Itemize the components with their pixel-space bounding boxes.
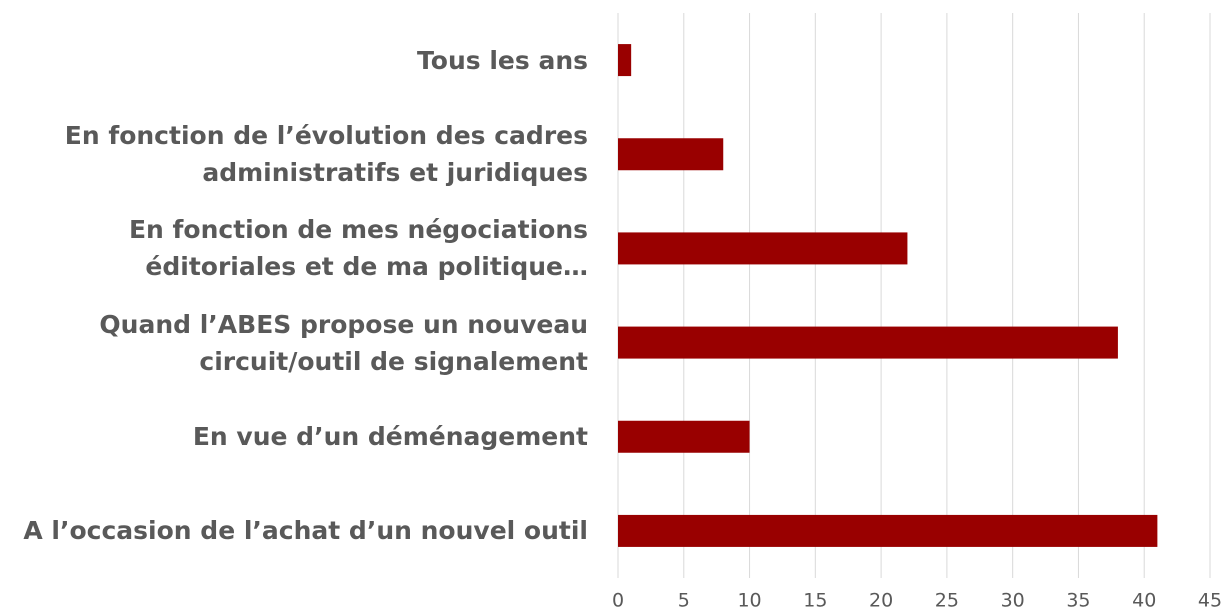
x-tick-label: 35 [1066, 590, 1090, 610]
x-tick-label: 0 [612, 590, 624, 610]
bar [618, 44, 632, 77]
y-tick-label: En fonction de mes négociations éditoria… [128, 215, 588, 282]
y-tick-label: En vue d’un déménagement [192, 422, 588, 452]
x-tick-label: 25 [935, 590, 959, 610]
bar [618, 232, 908, 265]
bar [618, 420, 750, 453]
x-tick-label: 15 [803, 590, 827, 610]
y-tick-label: Tous les ans [417, 45, 588, 75]
x-tick-label: 30 [1001, 590, 1025, 610]
bar [618, 514, 1158, 547]
x-tick-label: 20 [869, 590, 893, 610]
x-tick-label: 5 [678, 590, 690, 610]
x-tick-label: 40 [1132, 590, 1156, 610]
y-tick-label: En fonction de l’évolution des cadres ad… [64, 121, 588, 188]
x-tick-label: 10 [737, 590, 761, 610]
y-tick-label: Quand l’ABES propose un nouveau circuit/… [99, 309, 588, 376]
y-tick-label: A l’occasion de l’achat d’un nouvel outi… [23, 516, 588, 546]
bar [618, 138, 724, 171]
bar [618, 326, 1118, 359]
x-tick-label: 45 [1198, 590, 1222, 610]
